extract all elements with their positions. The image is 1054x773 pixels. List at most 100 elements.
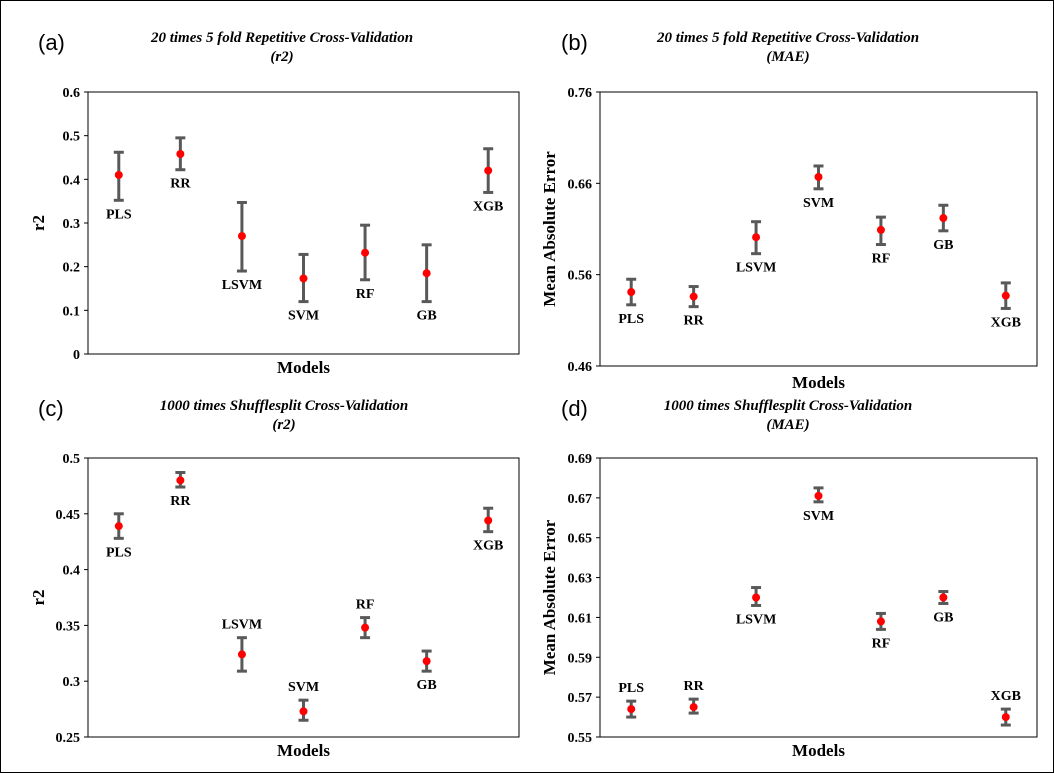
y-tick-label: 0.56 — [568, 269, 593, 284]
plot-area — [87, 457, 520, 738]
data-point-xgb — [1001, 291, 1010, 300]
y-tick-label: 0.5 — [63, 452, 81, 467]
chart-panel-2: (b) 20 times 5 fold Repetitive Cross-Vali… — [540, 30, 1038, 392]
y-tick-label: 0.63 — [568, 572, 593, 587]
x-axis-label: Models — [277, 741, 330, 760]
y-tick-label: 0.65 — [568, 532, 593, 547]
x-axis-label: Models — [277, 358, 330, 377]
point-label-rr: RR — [170, 494, 191, 509]
data-point-rr — [176, 476, 185, 485]
y-tick-label: 0.4 — [63, 564, 81, 579]
chart-title: (r2) — [270, 49, 293, 65]
point-label-xgb: XGB — [991, 315, 1021, 330]
point-label-rf: RF — [872, 252, 891, 267]
y-tick-label: 0.66 — [568, 177, 593, 192]
data-point-rf — [876, 617, 885, 626]
data-point-xgb — [484, 516, 493, 525]
y-tick-label: 0.59 — [568, 651, 593, 666]
point-label-lsvm: LSVM — [736, 261, 776, 276]
chart-title: 20 times 5 fold Repetitive Cross-Validat… — [150, 30, 413, 46]
chart-panel-3: (c) 1000 times Shufflesplit Cross-Validat… — [29, 396, 520, 760]
y-tick-label: 0.2 — [63, 261, 81, 276]
y-tick-label: 0.6 — [63, 86, 81, 101]
data-point-pls — [114, 522, 123, 531]
y-tick-label: 0.69 — [568, 452, 593, 467]
y-axis-label: Mean Absolute Error — [540, 151, 559, 307]
chart-title: 1000 times Shufflesplit Cross-Validation — [160, 398, 409, 414]
data-point-gb — [939, 593, 948, 602]
point-label-xgb: XGB — [473, 539, 503, 554]
point-label-rr: RR — [684, 314, 705, 329]
y-axis-label: r2 — [29, 215, 48, 231]
data-point-lsvm — [237, 650, 246, 659]
point-label-gb: GB — [933, 610, 953, 625]
y-tick-label: 0.45 — [56, 508, 81, 523]
y-tick-label: 0.46 — [568, 360, 593, 375]
point-label-lsvm: LSVM — [222, 278, 262, 293]
data-point-xgb — [1001, 713, 1010, 722]
data-point-rf — [361, 623, 370, 632]
x-axis-label: Models — [792, 373, 845, 392]
panel-letter: (b) — [561, 30, 588, 55]
data-point-xgb — [484, 166, 493, 175]
point-label-svm: SVM — [288, 680, 319, 695]
chart-panel-4: (d) 1000 times Shufflesplit Cross-Validat… — [540, 396, 1038, 760]
data-point-svm — [814, 491, 823, 500]
point-label-xgb: XGB — [473, 199, 503, 214]
chart-panel-1: (a) 20 times 5 fold Repetitive Cross-Vali… — [29, 30, 520, 377]
data-point-gb — [422, 269, 431, 278]
data-point-svm — [299, 707, 308, 716]
data-point-rf — [361, 248, 370, 257]
data-point-pls — [627, 705, 636, 714]
point-label-rr: RR — [684, 679, 705, 694]
point-label-svm: SVM — [803, 196, 834, 211]
point-label-rf: RF — [356, 598, 375, 613]
data-point-lsvm — [752, 593, 761, 602]
y-tick-label: 0.61 — [568, 611, 593, 626]
point-label-pls: PLS — [618, 312, 644, 327]
panel-letter: (c) — [38, 396, 64, 421]
data-point-rf — [876, 225, 885, 234]
point-label-gb: GB — [417, 309, 437, 324]
y-tick-label: 0.5 — [63, 130, 81, 145]
point-label-pls: PLS — [618, 681, 644, 696]
y-tick-label: 0.3 — [63, 675, 81, 690]
point-label-svm: SVM — [288, 309, 319, 324]
point-label-rf: RF — [872, 636, 891, 651]
plot-area — [599, 91, 1038, 367]
data-point-rr — [689, 703, 698, 712]
y-axis-label: Mean Absolute Error — [540, 519, 559, 675]
point-label-pls: PLS — [106, 207, 132, 222]
data-point-lsvm — [237, 232, 246, 241]
data-point-gb — [422, 657, 431, 666]
panel-letter: (a) — [38, 30, 65, 55]
point-label-gb: GB — [417, 678, 437, 693]
y-tick-label: 0.4 — [63, 173, 81, 188]
chart-title: 20 times 5 fold Repetitive Cross-Validat… — [656, 30, 919, 46]
point-label-lsvm: LSVM — [222, 618, 262, 633]
data-point-pls — [627, 288, 636, 297]
y-tick-label: 0.67 — [568, 492, 593, 507]
plot-area — [599, 457, 1038, 738]
point-label-xgb: XGB — [991, 689, 1021, 704]
chart-title: 1000 times Shufflesplit Cross-Validation — [664, 398, 913, 414]
data-point-gb — [939, 214, 948, 223]
data-point-svm — [814, 172, 823, 181]
point-label-gb: GB — [933, 238, 953, 253]
panel-letter: (d) — [561, 396, 588, 421]
x-axis-label: Models — [792, 741, 845, 760]
data-point-svm — [299, 274, 308, 283]
y-tick-label: 0.25 — [56, 731, 81, 746]
data-point-rr — [689, 292, 698, 301]
y-tick-label: 0 — [73, 348, 80, 363]
chart-title: (r2) — [272, 417, 295, 433]
y-tick-label: 0.1 — [63, 304, 81, 319]
data-point-pls — [114, 170, 123, 179]
y-tick-label: 0.35 — [56, 619, 81, 634]
y-axis-label: r2 — [29, 589, 48, 605]
data-point-lsvm — [752, 233, 761, 242]
y-tick-label: 0.55 — [568, 731, 593, 746]
point-label-lsvm: LSVM — [736, 612, 776, 627]
point-label-pls: PLS — [106, 545, 132, 560]
